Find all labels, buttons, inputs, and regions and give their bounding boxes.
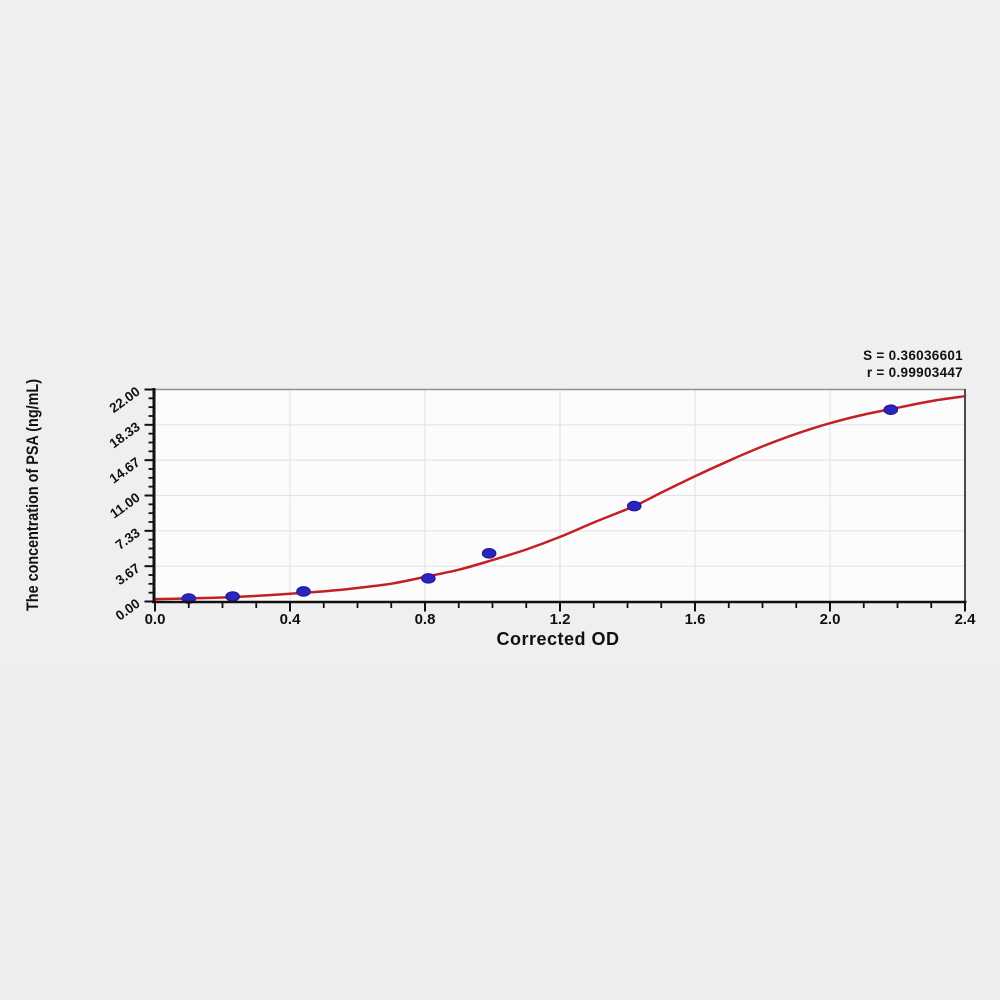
- annotation-s-value: S = 0.36036601: [863, 348, 963, 363]
- x-tick-label: 0.8: [415, 611, 436, 628]
- y-tick-label: 18.33: [107, 419, 144, 451]
- annotation-r-value: r = 0.99903447: [867, 365, 963, 380]
- y-tick-label: 3.67: [113, 560, 143, 588]
- x-tick-label: 1.6: [685, 611, 706, 628]
- y-tick-label: 0.00: [113, 596, 143, 624]
- data-point: [225, 591, 240, 602]
- x-tick-label: 0.4: [280, 611, 302, 628]
- x-tick-label: 2.0: [820, 611, 841, 628]
- y-tick-label: 14.67: [107, 454, 143, 486]
- data-point: [421, 573, 436, 584]
- x-tick-label: 1.2: [550, 611, 571, 628]
- data-point: [626, 500, 642, 512]
- y-axis-title: The concentration of PSA (ng/mL): [24, 379, 42, 611]
- x-tick-label: 2.4: [955, 611, 977, 628]
- data-point: [481, 548, 497, 559]
- data-point: [883, 404, 899, 416]
- y-tick-label: 11.00: [107, 490, 143, 522]
- y-tick-label: 7.33: [113, 525, 143, 553]
- x-tick-label: 0.0: [145, 611, 166, 628]
- data-point: [296, 586, 311, 597]
- fitted-curve-group: [153, 394, 967, 601]
- x-axis-title: Corrected OD: [496, 629, 619, 649]
- fitted-curve: [153, 394, 967, 601]
- y-tick-label: 22.00: [107, 384, 143, 416]
